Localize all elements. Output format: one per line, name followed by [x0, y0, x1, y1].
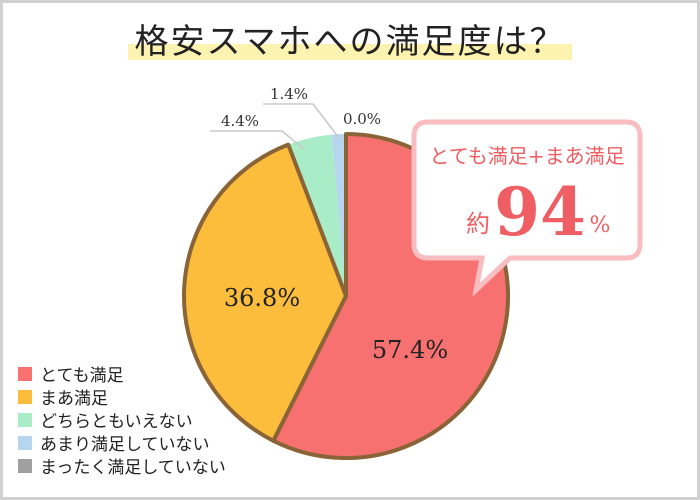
leader-line-1-4	[263, 103, 340, 139]
callout-prefix: 約	[466, 210, 490, 238]
legend-label: あまり満足していない	[40, 435, 210, 455]
legend-swatch	[18, 458, 32, 473]
chart-title: 格安スマホへの満足度は？	[134, 22, 566, 62]
legend: とても満足 まあ満足 どちらともいえない あまり満足していない まったく満足して…	[18, 362, 226, 478]
legend-item: あまり満足していない	[18, 431, 226, 455]
legend-item: とても満足	[18, 362, 226, 386]
pie-slice-4	[331, 134, 346, 296]
legend-swatch	[18, 412, 32, 427]
legend-item: まったく満足していない	[18, 454, 226, 478]
legend-label: どちらともいえない	[40, 412, 193, 432]
leader-line-4-4	[210, 130, 306, 151]
legend-item: どちらともいえない	[18, 408, 226, 432]
legend-label: とても満足	[40, 366, 124, 386]
legend-item: まあ満足	[18, 385, 226, 409]
label-36-8: 36.8%	[224, 284, 300, 312]
title-highlight	[128, 44, 572, 60]
callout-suffix: %	[590, 213, 611, 238]
callout-value: 94	[494, 173, 586, 251]
label-4-4: 4.4%	[221, 112, 259, 130]
legend-swatch	[18, 389, 32, 404]
pie-slice-2	[182, 142, 348, 443]
label-57-4: 57.4%	[372, 336, 448, 364]
legend-label: まったく満足していない	[40, 458, 226, 478]
label-0-0: 0.0%	[343, 110, 381, 128]
callout-line1: とても満足+まあ満足	[429, 144, 624, 168]
label-1-4: 1.4%	[270, 85, 308, 103]
legend-label: まあ満足	[40, 389, 108, 409]
legend-swatch	[18, 366, 32, 381]
legend-swatch	[18, 435, 32, 450]
callout-bubble: とても満足+まあ満足 約 94 %	[411, 119, 643, 298]
